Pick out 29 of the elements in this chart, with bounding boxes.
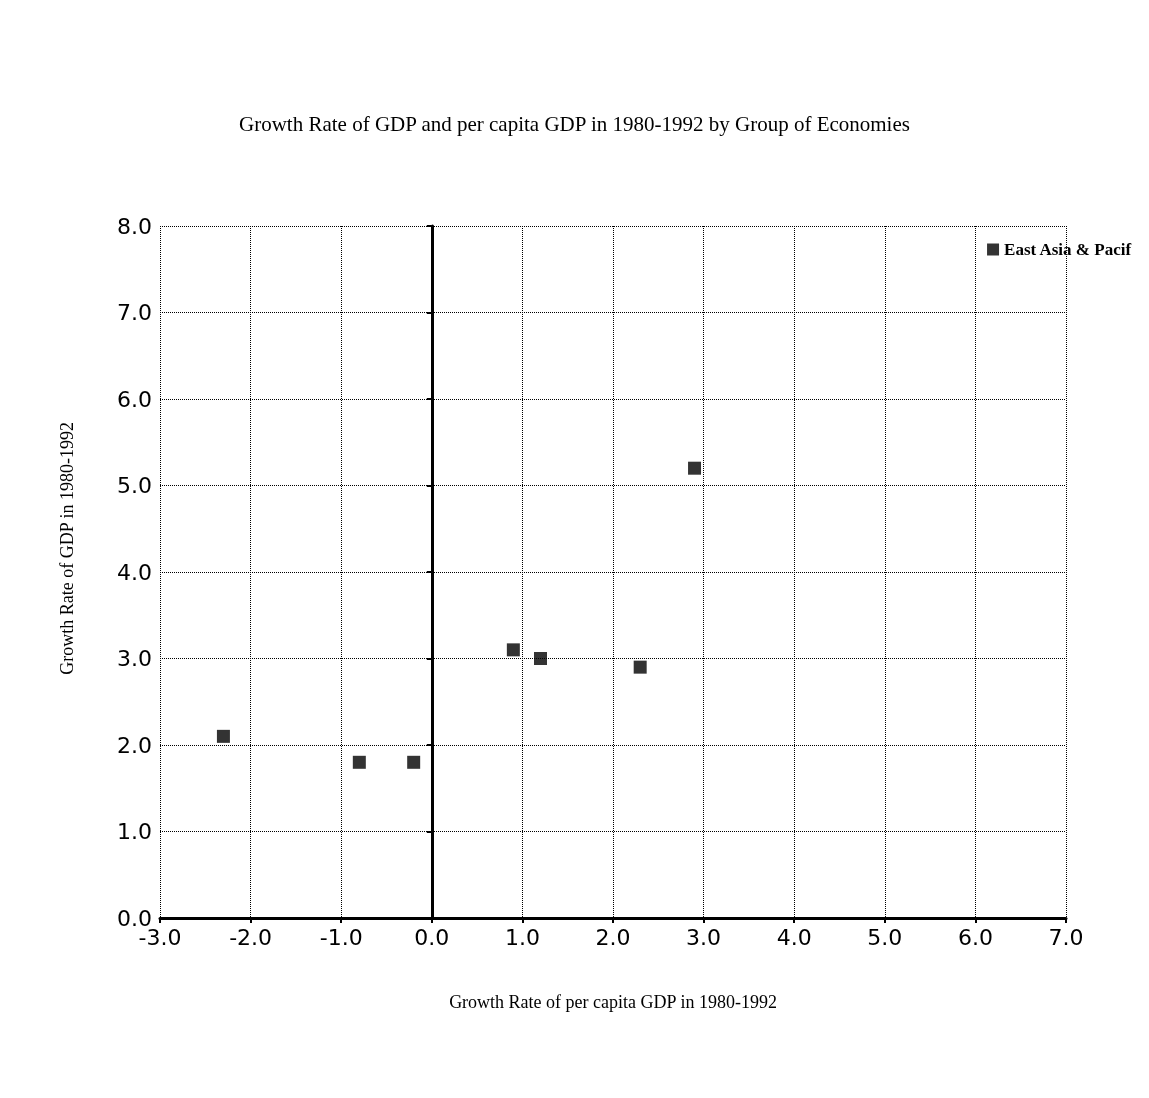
point (506, 643, 520, 657)
y-tick-label: 2.0 (117, 732, 152, 758)
x-tick-label: 5.0 (867, 924, 903, 950)
x-tick-label: 2.0 (595, 924, 631, 950)
x-tick-label: 6.0 (957, 924, 993, 950)
x-tick-label: 7.0 (1048, 924, 1084, 950)
y-tick-label: 5.0 (117, 473, 152, 498)
point (534, 652, 548, 665)
y-tick-label: 3.0 (117, 646, 152, 671)
point (407, 755, 421, 769)
point (216, 729, 230, 743)
x-tick-label: -1.0 (319, 924, 363, 950)
x-axis-title: Growth Rate of per capita GDP in 1980-1992 (449, 992, 777, 1012)
legend-label: East Asia & Pacif (1004, 240, 1132, 259)
y-tick-label: 4.0 (117, 559, 152, 585)
x-tick-label: 3.0 (686, 924, 722, 950)
y-axis-title: Growth Rate of GDP in 1980-1992 (57, 421, 77, 675)
y-tick-label: 6.0 (117, 386, 152, 412)
point (352, 755, 366, 769)
y-tick-label: 8.0 (117, 213, 152, 239)
point (688, 461, 702, 475)
chart-title: Growth Rate of GDP and per capita GDP in 1980-1992 by Group of Economies (239, 111, 910, 136)
point (633, 660, 647, 674)
x-tick-label: 0.0 (414, 924, 450, 950)
x-tick-label: 1.0 (504, 924, 540, 950)
y-tick-label: 7.0 (117, 300, 152, 325)
x-tick-label: -2.0 (229, 924, 273, 950)
y-tick-label: 1.0 (117, 819, 152, 844)
x-tick-label: 4.0 (776, 924, 812, 950)
